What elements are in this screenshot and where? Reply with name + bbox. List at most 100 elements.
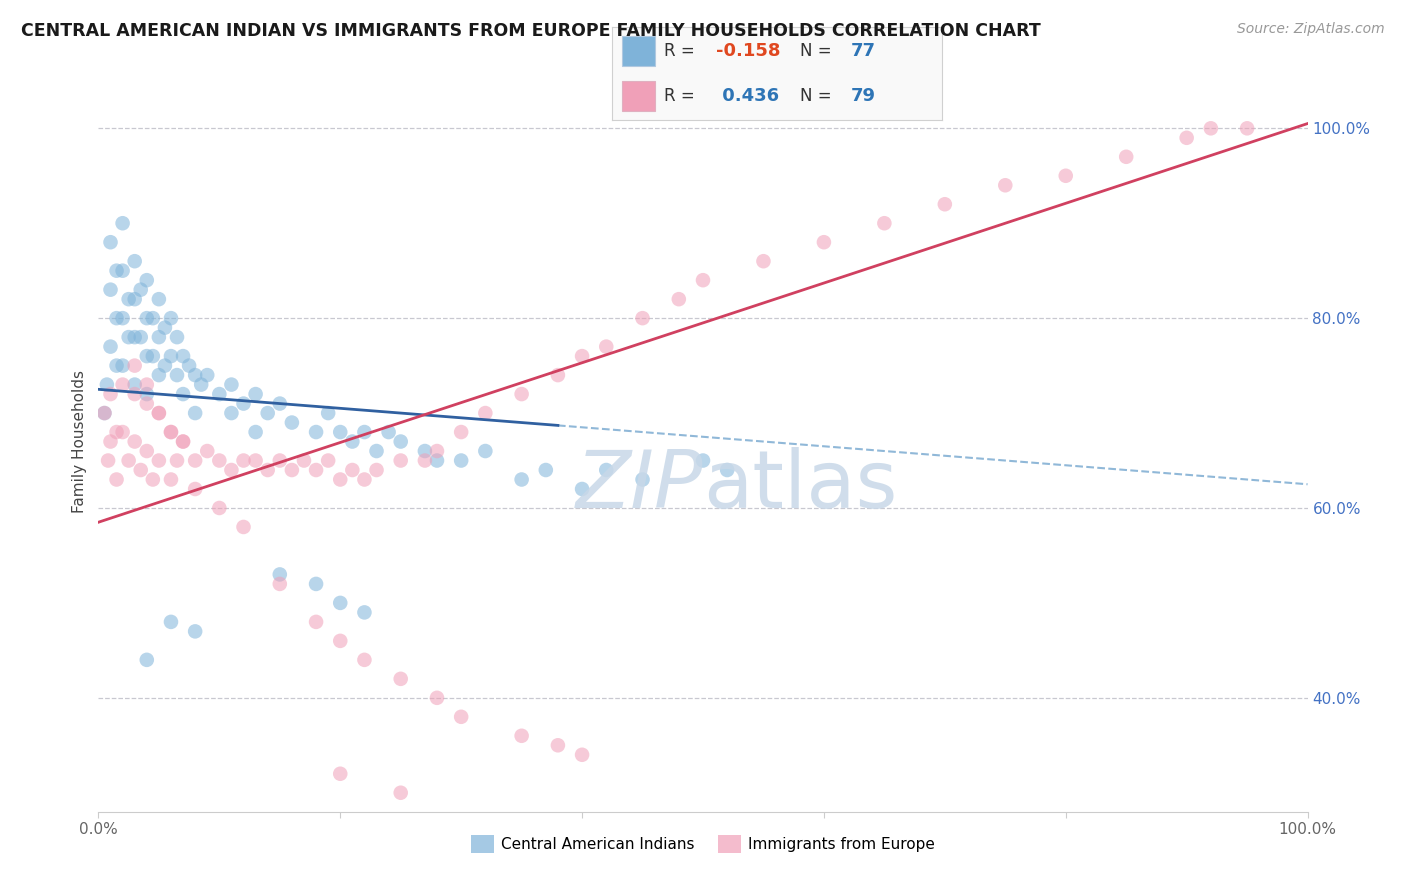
Point xyxy=(111,216,134,230)
Point xyxy=(316,406,339,420)
Legend: Central American Indians, Immigrants from Europe: Central American Indians, Immigrants fro… xyxy=(465,829,941,860)
Point xyxy=(232,520,254,534)
Point xyxy=(105,311,128,326)
Point xyxy=(389,786,412,800)
Point xyxy=(124,377,146,392)
Point xyxy=(118,330,141,344)
Point xyxy=(510,387,533,401)
Point xyxy=(111,425,134,439)
Point xyxy=(571,482,593,496)
Point xyxy=(245,387,267,401)
Point xyxy=(142,311,165,326)
Point xyxy=(135,444,157,458)
Point xyxy=(329,766,352,780)
Point xyxy=(571,747,593,762)
Point xyxy=(105,263,128,277)
Point xyxy=(124,434,146,449)
Point xyxy=(256,406,278,420)
Point xyxy=(105,425,128,439)
Point xyxy=(595,340,617,354)
Point xyxy=(124,254,146,268)
Point xyxy=(172,434,194,449)
Point xyxy=(547,739,569,753)
Point xyxy=(305,577,328,591)
Point xyxy=(329,633,352,648)
Text: 79: 79 xyxy=(851,87,876,105)
Point xyxy=(100,340,122,354)
Point xyxy=(160,473,183,487)
Bar xyxy=(621,36,655,66)
Point xyxy=(269,396,291,410)
Point xyxy=(873,216,896,230)
Point xyxy=(195,444,218,458)
Point xyxy=(135,311,157,326)
Point xyxy=(135,377,157,392)
Point xyxy=(118,453,141,467)
Point xyxy=(269,567,291,582)
Point xyxy=(813,235,835,250)
Point xyxy=(135,653,157,667)
Point xyxy=(316,453,339,467)
Point xyxy=(124,292,146,306)
Point xyxy=(366,463,388,477)
Point xyxy=(153,320,176,334)
Point xyxy=(100,235,122,250)
Point xyxy=(190,377,212,392)
Text: atlas: atlas xyxy=(703,447,897,525)
Point xyxy=(256,463,278,477)
Point xyxy=(124,359,146,373)
Point xyxy=(208,500,231,515)
Point xyxy=(752,254,775,268)
Point xyxy=(100,434,122,449)
Point xyxy=(994,178,1017,193)
Text: Source: ZipAtlas.com: Source: ZipAtlas.com xyxy=(1237,22,1385,37)
Point xyxy=(1175,130,1198,145)
Point xyxy=(342,463,364,477)
Point xyxy=(148,406,170,420)
Point xyxy=(93,406,115,420)
Point xyxy=(160,425,183,439)
Point xyxy=(450,453,472,467)
Text: R =: R = xyxy=(665,87,700,105)
Point xyxy=(124,330,146,344)
Point xyxy=(195,368,218,383)
Text: -0.158: -0.158 xyxy=(716,42,780,60)
Point xyxy=(135,349,157,363)
Point xyxy=(631,311,654,326)
Point xyxy=(172,349,194,363)
Point xyxy=(105,473,128,487)
Point xyxy=(366,444,388,458)
Point xyxy=(172,434,194,449)
Point xyxy=(353,425,375,439)
Point xyxy=(716,463,738,477)
Point xyxy=(595,463,617,477)
Point xyxy=(353,653,375,667)
Point xyxy=(934,197,956,211)
Point xyxy=(184,453,207,467)
Point xyxy=(1054,169,1077,183)
Point xyxy=(96,377,118,392)
Point xyxy=(111,377,134,392)
Point xyxy=(148,292,170,306)
Point xyxy=(184,482,207,496)
Point xyxy=(245,425,267,439)
Point xyxy=(413,453,436,467)
Bar xyxy=(621,81,655,111)
Point xyxy=(426,453,449,467)
Point xyxy=(160,615,183,629)
Point xyxy=(221,463,243,477)
Point xyxy=(389,453,412,467)
Point xyxy=(389,672,412,686)
Point xyxy=(353,473,375,487)
Point xyxy=(474,406,496,420)
Point xyxy=(221,377,243,392)
Point xyxy=(129,330,152,344)
Point xyxy=(245,453,267,467)
Point xyxy=(166,330,188,344)
Point xyxy=(153,359,176,373)
Point xyxy=(281,416,304,430)
Point xyxy=(148,330,170,344)
Point xyxy=(208,387,231,401)
Point xyxy=(329,596,352,610)
Point xyxy=(100,283,122,297)
